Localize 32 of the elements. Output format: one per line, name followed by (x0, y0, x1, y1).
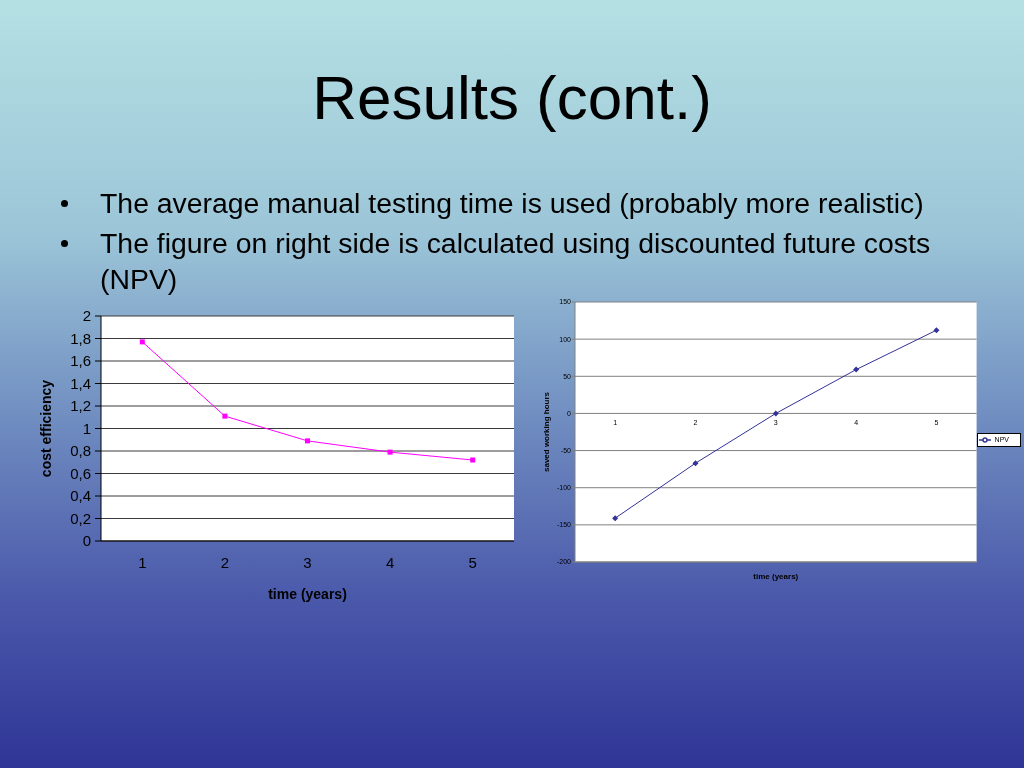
y-tick-label: 0,4 (70, 487, 91, 505)
x-axis-title: time (years) (268, 586, 347, 602)
text: The average manual testing time is used (probably more realistic) (100, 187, 924, 219)
point (772, 410, 779, 417)
y-tick-label: 1,8 (70, 329, 91, 347)
y-tick-label: 1,4 (70, 374, 91, 392)
x-axis-title: time (years) (753, 571, 799, 581)
chart-title: Results (cont.) (311, 62, 713, 134)
point (387, 449, 393, 455)
point (470, 457, 476, 463)
point (612, 515, 619, 522)
point (692, 460, 699, 467)
x-tick-label: 1 (138, 553, 147, 571)
y-tick-label: 1,2 (70, 397, 91, 415)
text: The figure on right side is calculated using discounted future costs (NPV) (100, 227, 931, 295)
y-tick-label: 1,6 (70, 352, 91, 370)
x-tick-label: 5 (468, 553, 477, 571)
point (305, 438, 310, 444)
point (222, 413, 228, 419)
y-axis-title: saved working hours (541, 391, 551, 473)
y-tick-label: 0,6 (70, 464, 91, 482)
y-tick-label: 0,8 (70, 442, 91, 460)
y-axis-title: cost efficiency (38, 379, 54, 478)
x-tick-label: 3 (303, 553, 312, 571)
x-tick-label: 4 (385, 553, 395, 571)
point (933, 327, 940, 334)
y-tick-label: 2 (82, 307, 91, 325)
y-tick-label: 0,2 (70, 509, 91, 527)
x-tick-label: 2 (220, 553, 230, 571)
y-tick-label: 0 (82, 532, 91, 550)
point (853, 366, 860, 373)
point (139, 339, 145, 345)
